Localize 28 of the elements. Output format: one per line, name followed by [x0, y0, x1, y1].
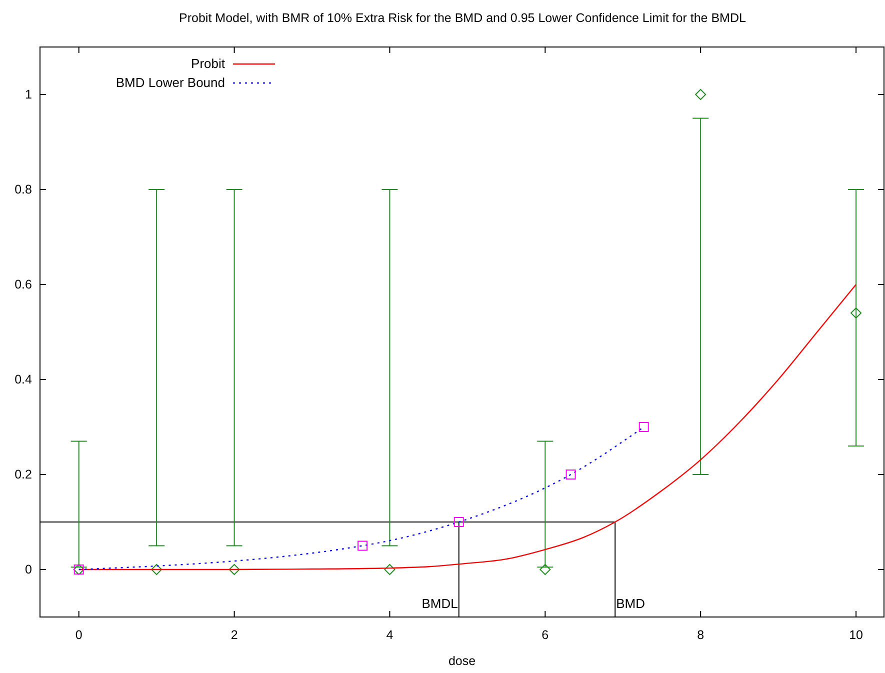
point	[540, 564, 551, 575]
point	[638, 422, 649, 432]
y-tick-label: 1	[25, 88, 32, 102]
point	[695, 89, 706, 100]
point	[384, 564, 396, 575]
legend-label: Probit	[191, 56, 226, 71]
ref-line-label: BMDL	[422, 596, 458, 611]
x-tick-label: 8	[697, 628, 704, 642]
y-tick-label: 0.2	[14, 468, 32, 482]
ref-line-label: BMD	[616, 596, 645, 611]
x-tick-label: 6	[542, 628, 549, 642]
chart-title: Probit Model, with BMR of 10% Extra Risk for the BMD and 0.95 Lower Confidence Limit for the BMDL	[179, 11, 746, 25]
point	[454, 517, 464, 527]
y-tick-label: 0	[25, 562, 32, 576]
point	[151, 564, 162, 575]
legend-label: BMD Lower Bound	[116, 75, 225, 90]
y-tick-label: 0.8	[14, 182, 32, 196]
x-tick-label: 0	[75, 628, 82, 642]
x-tick-label: 2	[230, 628, 238, 642]
point	[850, 308, 862, 318]
y-tick-label: 0.4	[14, 372, 32, 386]
x-axis-title: dose	[448, 654, 476, 668]
x-tick-label: 4	[386, 628, 394, 642]
point	[228, 564, 240, 575]
y-tick-label: 0.6	[14, 278, 32, 292]
point	[566, 470, 576, 480]
x-tick-label: 10	[849, 628, 864, 642]
point	[358, 540, 368, 551]
